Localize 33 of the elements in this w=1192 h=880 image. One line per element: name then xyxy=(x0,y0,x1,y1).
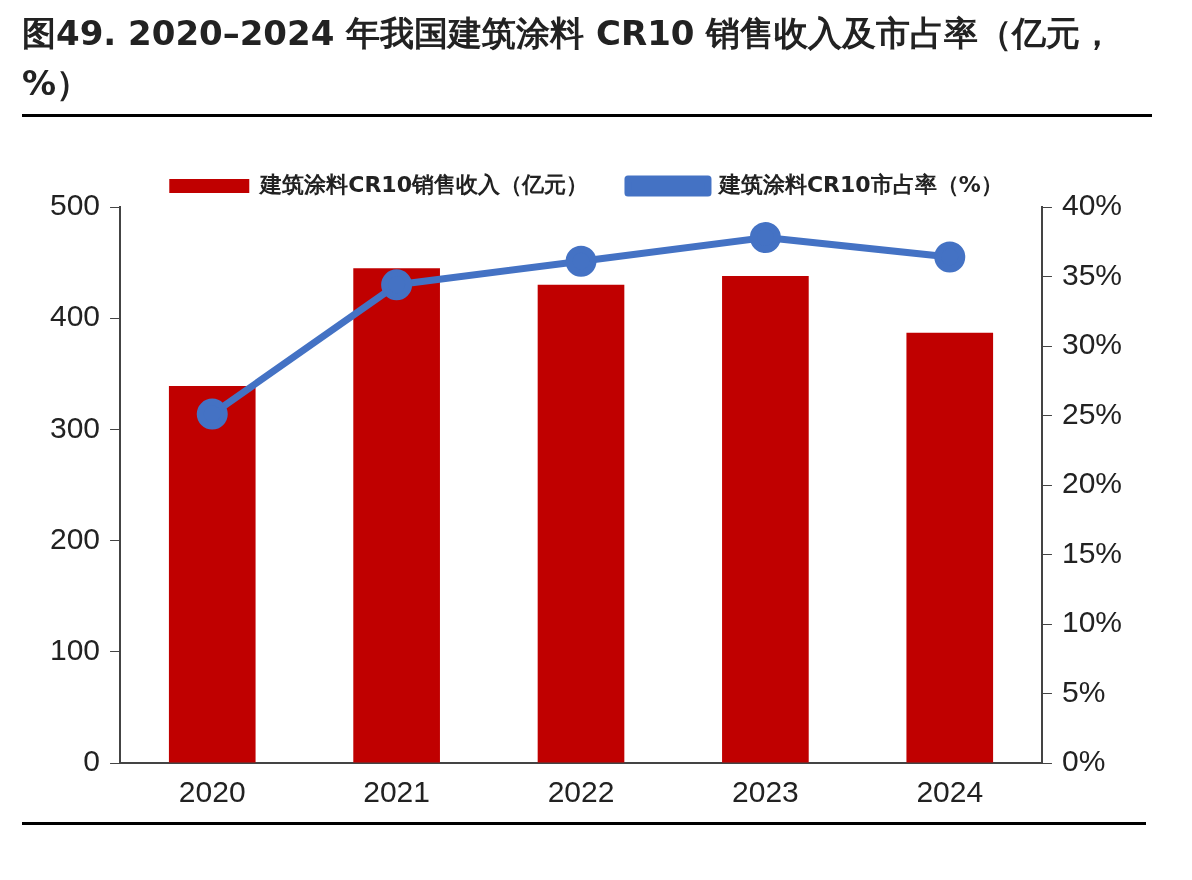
y-tick-label: 200 xyxy=(49,521,101,555)
point xyxy=(565,245,597,277)
x-tick-label: 2024 xyxy=(916,775,984,809)
y2-tick-label: 20% xyxy=(1061,466,1122,500)
y2-tick-label: 15% xyxy=(1061,535,1122,569)
y2-tick-label: 30% xyxy=(1061,327,1122,361)
y-tick-label: 300 xyxy=(49,410,101,444)
legend-label: 建筑涂料CR10销售收入（亿元） xyxy=(258,171,588,197)
bar xyxy=(537,284,625,763)
y2-tick-label: 0% xyxy=(1061,744,1106,778)
y2-tick-label: 10% xyxy=(1061,605,1122,639)
point xyxy=(381,269,413,301)
bar xyxy=(168,386,256,763)
x-tick-label: 2022 xyxy=(547,775,615,809)
y-tick-label: 400 xyxy=(49,299,101,333)
bar xyxy=(722,275,809,763)
y-tick-label: 0 xyxy=(83,744,101,778)
y2-tick-label: 25% xyxy=(1061,396,1122,430)
bar xyxy=(906,332,994,763)
x-tick-label: 2021 xyxy=(363,775,430,809)
y-tick-label: 500 xyxy=(49,188,101,222)
x-tick-label: 2020 xyxy=(178,775,246,809)
chart-title: 图49. 2020–2024 年我国建筑涂料 CR10 销售收入及市占率（亿元，%） xyxy=(22,8,1152,117)
point xyxy=(749,222,781,254)
y2-tick-label: 35% xyxy=(1061,257,1122,291)
bar xyxy=(353,268,440,763)
legend-label: 建筑涂料CR10市占率（%） xyxy=(716,171,1003,197)
y-tick-label: 100 xyxy=(49,633,101,667)
x-tick-label: 2023 xyxy=(732,775,799,809)
point xyxy=(934,241,966,273)
y2-tick-label: 40% xyxy=(1061,188,1122,222)
y2-tick-label: 5% xyxy=(1061,674,1106,708)
point xyxy=(196,398,228,430)
